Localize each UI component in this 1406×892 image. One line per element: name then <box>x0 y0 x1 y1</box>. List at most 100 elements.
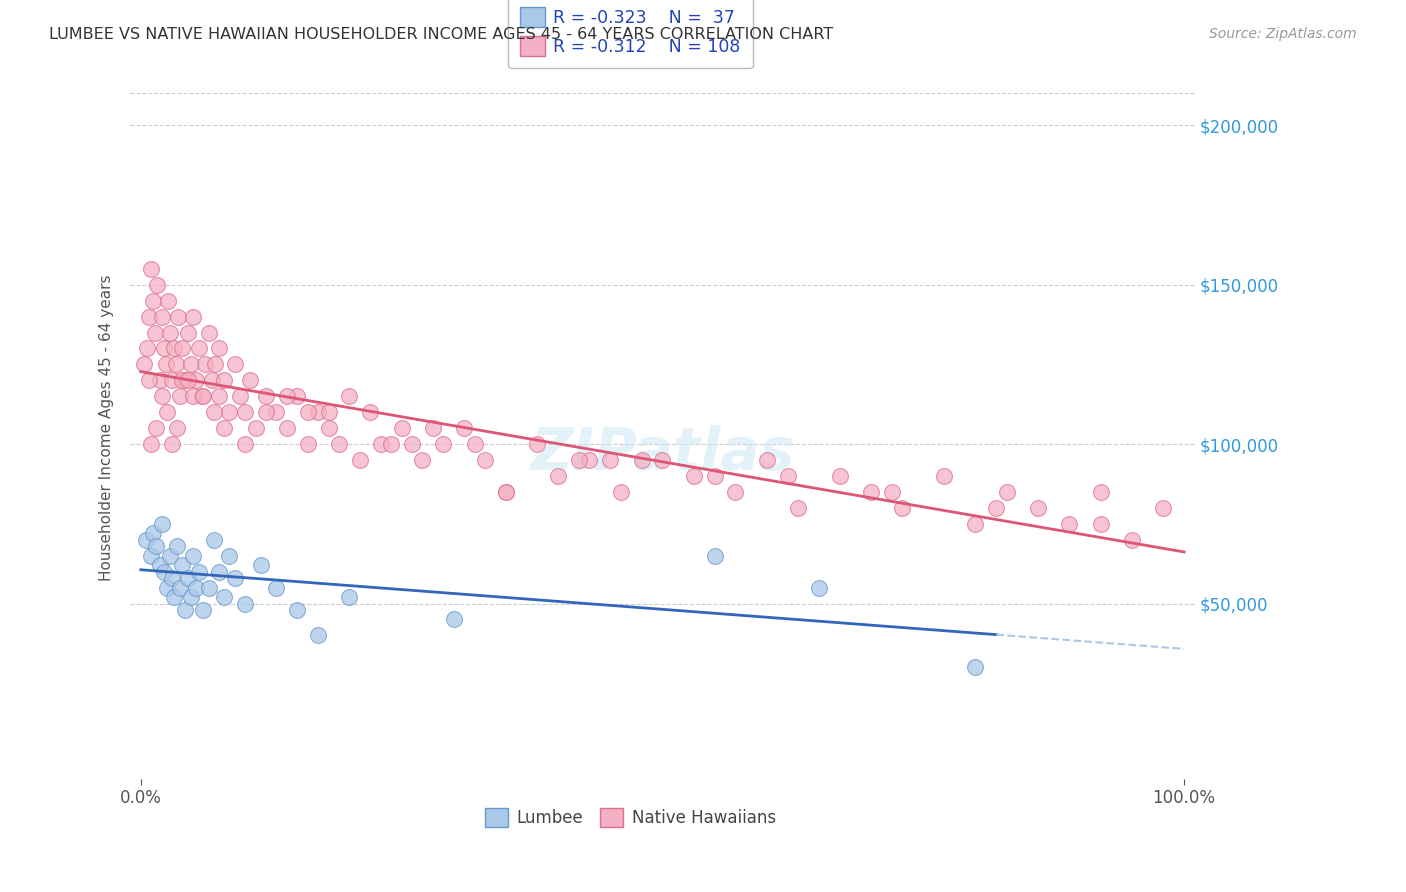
Point <box>776 469 799 483</box>
Point <box>152 342 174 356</box>
Point <box>193 389 215 403</box>
Point <box>155 358 177 372</box>
Point <box>146 277 169 292</box>
Point <box>142 293 165 308</box>
Point <box>163 342 186 356</box>
Point <box>568 453 591 467</box>
Point <box>202 405 225 419</box>
Point <box>339 590 361 604</box>
Point <box>150 310 173 324</box>
Point <box>201 373 224 387</box>
Point <box>233 597 256 611</box>
Point <box>141 261 163 276</box>
Point <box>703 469 725 483</box>
Point <box>135 533 157 547</box>
Point <box>208 565 231 579</box>
Point <box>285 603 308 617</box>
Point <box>156 405 179 419</box>
Point <box>380 437 402 451</box>
Point <box>177 373 200 387</box>
Point <box>245 421 267 435</box>
Point <box>141 437 163 451</box>
Point <box>160 437 183 451</box>
Point <box>224 358 246 372</box>
Point <box>986 500 1008 515</box>
Point <box>145 326 167 340</box>
Point <box>233 405 256 419</box>
Point <box>411 453 433 467</box>
Text: Source: ZipAtlas.com: Source: ZipAtlas.com <box>1209 27 1357 41</box>
Point <box>965 516 987 531</box>
Point <box>188 342 211 356</box>
Point <box>173 603 195 617</box>
Point <box>401 437 423 451</box>
Point <box>254 389 277 403</box>
Point <box>1152 500 1174 515</box>
Point <box>160 571 183 585</box>
Point <box>204 358 226 372</box>
Point <box>934 469 956 483</box>
Point <box>181 389 204 403</box>
Point <box>349 453 371 467</box>
Point <box>150 389 173 403</box>
Point <box>141 549 163 563</box>
Point <box>724 485 747 500</box>
Point <box>297 405 319 419</box>
Point <box>266 405 288 419</box>
Point <box>630 453 652 467</box>
Point <box>453 421 475 435</box>
Point <box>145 421 167 435</box>
Point <box>184 373 207 387</box>
Point <box>285 389 308 403</box>
Point <box>136 342 159 356</box>
Point <box>307 628 329 642</box>
Point <box>249 558 271 573</box>
Point <box>339 389 361 403</box>
Point <box>891 500 914 515</box>
Point <box>318 405 340 419</box>
Point <box>495 485 517 500</box>
Point <box>218 549 240 563</box>
Point <box>297 437 319 451</box>
Point <box>194 358 217 372</box>
Point <box>172 342 194 356</box>
Point <box>145 539 167 553</box>
Point <box>173 373 195 387</box>
Point <box>212 373 235 387</box>
Point <box>169 581 191 595</box>
Point <box>599 453 621 467</box>
Point <box>266 581 288 595</box>
Point <box>1121 533 1143 547</box>
Point <box>159 326 181 340</box>
Point <box>165 358 187 372</box>
Point <box>180 590 202 604</box>
Point <box>180 358 202 372</box>
Point <box>218 405 240 419</box>
Point <box>138 310 160 324</box>
Point <box>202 533 225 547</box>
Point <box>212 421 235 435</box>
Point <box>191 389 214 403</box>
Legend: Lumbee, Native Hawaiians: Lumbee, Native Hawaiians <box>478 801 783 834</box>
Point <box>422 421 444 435</box>
Point <box>1090 516 1112 531</box>
Point <box>860 485 883 500</box>
Point <box>148 373 170 387</box>
Point <box>132 358 155 372</box>
Point <box>166 539 188 553</box>
Point <box>142 526 165 541</box>
Point <box>254 405 277 419</box>
Point <box>169 389 191 403</box>
Point <box>318 421 340 435</box>
Point <box>197 326 219 340</box>
Point <box>229 389 252 403</box>
Point <box>703 549 725 563</box>
Point <box>181 310 204 324</box>
Point <box>152 565 174 579</box>
Point <box>526 437 548 451</box>
Point <box>156 293 179 308</box>
Point <box>578 453 600 467</box>
Point <box>208 342 231 356</box>
Point <box>177 326 200 340</box>
Point <box>172 558 194 573</box>
